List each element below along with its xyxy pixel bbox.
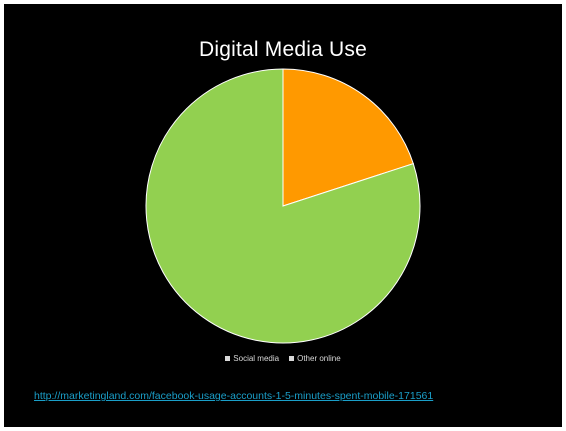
legend-swatch [225, 356, 231, 361]
pie-chart [145, 68, 421, 344]
pie-slice-other-online [145, 68, 421, 344]
legend-label: Social media [233, 354, 280, 363]
pie-slice-social-media [282, 68, 414, 207]
legend-swatch [289, 356, 295, 361]
chart-title: Digital Media Use [199, 38, 367, 61]
slide: Digital Media Use Social media Other onl… [4, 4, 562, 427]
pie-slices [145, 68, 421, 344]
source-link[interactable]: http://marketingland.com/facebook-usage-… [34, 390, 434, 402]
legend-label: Other online [297, 354, 341, 363]
chart-legend: Social media Other online [4, 354, 562, 363]
legend-item-social-media: Social media [225, 354, 279, 363]
legend-item-other-online: Other online [289, 354, 341, 363]
